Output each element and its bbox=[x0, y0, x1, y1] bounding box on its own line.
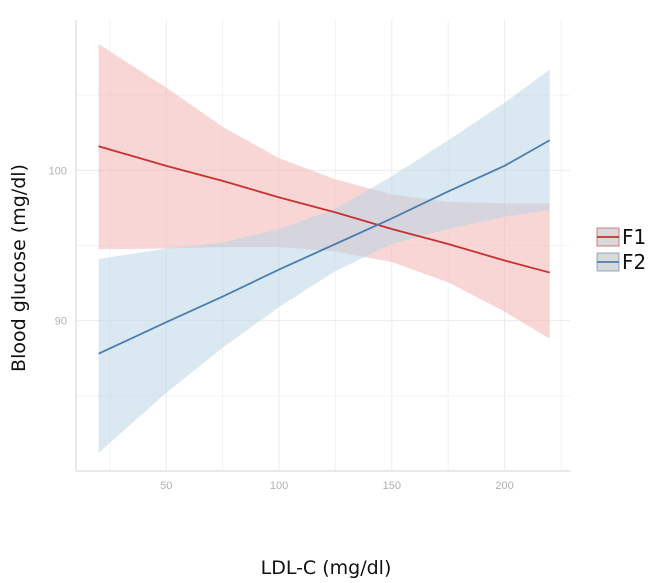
x-tick-label: 100 bbox=[270, 480, 288, 492]
confidence-bands bbox=[98, 44, 550, 453]
x-tick-label: 150 bbox=[383, 480, 401, 492]
x-tick-label: 50 bbox=[160, 480, 172, 492]
y-tick-label: 100 bbox=[49, 165, 67, 177]
line-f2 bbox=[98, 139, 551, 355]
band-f2 bbox=[98, 69, 550, 453]
x-tick-label: 200 bbox=[495, 480, 513, 492]
y-tick-label: 90 bbox=[55, 316, 67, 328]
legend-label: F2 bbox=[622, 250, 646, 274]
legend-item-f1: F1 bbox=[596, 225, 646, 249]
series-lines bbox=[98, 139, 551, 355]
y-tick-labels: 90 100 bbox=[49, 165, 67, 327]
legend-label: F1 bbox=[622, 225, 646, 249]
x-tick-labels: 50 100 150 200 bbox=[160, 480, 514, 492]
x-axis-title: LDL-C (mg/dl) bbox=[261, 557, 392, 579]
line-f1 bbox=[98, 145, 550, 274]
legend-item-f2: F2 bbox=[596, 250, 646, 274]
y-axis-title: Blood glucose (mg/dl) bbox=[8, 164, 30, 372]
band-f1 bbox=[98, 44, 550, 339]
